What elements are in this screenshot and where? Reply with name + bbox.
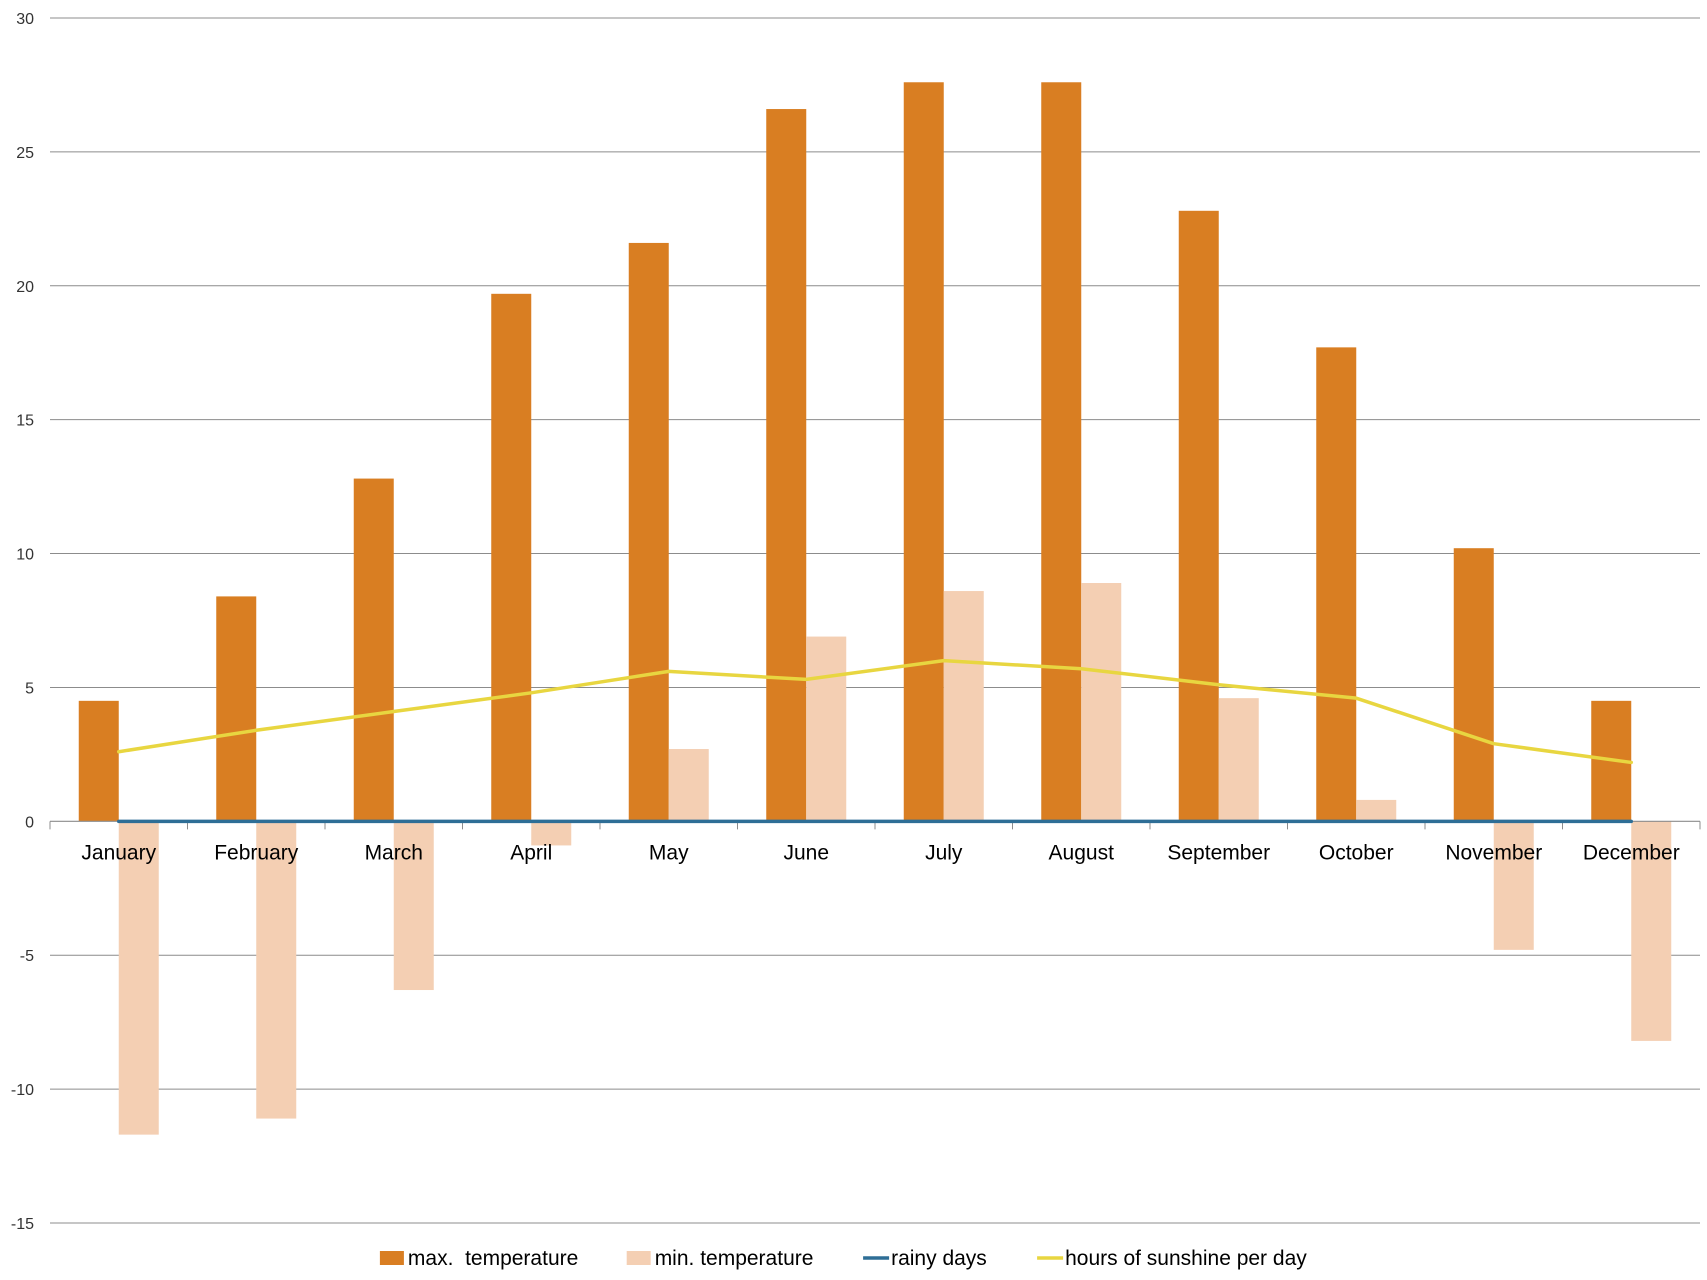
bar-min-temperature-april [531,821,572,846]
x-tick-label-january: January [81,841,156,864]
bar-max-temperature-june [766,109,807,822]
y-tick-label: -15 [11,1216,34,1233]
bar-min-temperature-september [1218,698,1259,822]
legend-label-hours-of-sunshine-per-day: hours of sunshine per day [1065,1247,1307,1270]
bar-max-temperature-august [1041,82,1082,822]
lines [117,658,1633,824]
bars [78,82,1672,1135]
x-tick-label-march: March [365,841,423,864]
legend-label-min-temperature: min. temperature [655,1247,814,1270]
y-tick-label: 20 [16,279,34,296]
bar-max-temperature-march [353,478,394,822]
bar-max-temperature-april [491,293,532,822]
bar-min-temperature-november [1493,821,1534,950]
y-tick-label: 25 [16,145,34,162]
x-tick-label-september: September [1167,841,1270,864]
x-tick-label-october: October [1319,841,1394,864]
bar-min-temperature-october [1356,799,1397,822]
x-tick-label-april: April [510,841,552,864]
legend-label-rainy-days: rainy days [891,1247,987,1270]
bar-max-temperature-november [1453,548,1494,822]
bar-min-temperature-march [393,821,434,991]
bar-max-temperature-july [903,82,944,822]
legend-swatch-max-temperature [379,1251,404,1265]
line-hours-of-sunshine-per-day [117,658,1633,765]
x-tick-label-august: August [1049,841,1115,864]
y-tick-label: 30 [16,11,34,28]
bar-min-temperature-january [118,821,159,1135]
legend-swatch-min-temperature [626,1251,651,1265]
bar-min-temperature-july [943,591,984,822]
bar-max-temperature-october [1316,347,1357,822]
bar-max-temperature-september [1178,210,1219,822]
x-tick-label-may: May [649,841,689,864]
y-axis-tick-labels: 30 25 20 15 10 5 0 -5 -10 -15 [11,11,34,1233]
bar-max-temperature-january [78,700,119,822]
bar-max-temperature-may [628,242,669,822]
y-tick-label: -10 [11,1082,34,1099]
x-tick-label-november: November [1445,841,1542,864]
bar-max-temperature-february [216,596,257,822]
legend-label-max-temperature: max. temperature [408,1247,578,1270]
gridlines [50,17,1700,1224]
x-axis-category-labels: January February March April May June July Augu… [81,841,1679,864]
x-tick-label-february: February [214,841,299,864]
y-tick-label: 10 [16,547,34,564]
y-tick-label: 5 [25,680,34,697]
y-tick-label: 15 [16,413,34,430]
legend: max. temperature min. temperature rainy da… [379,1247,1307,1270]
bar-min-temperature-august [1081,583,1122,822]
y-tick-label: -5 [20,948,34,965]
bar-min-temperature-june [806,636,847,822]
y-tick-label: 0 [25,814,34,831]
x-tick-label-december: December [1583,841,1680,864]
bar-min-temperature-may [668,749,709,822]
x-tick-label-june: June [783,841,829,864]
bar-min-temperature-february [256,821,297,1119]
bar-min-temperature-december [1631,821,1672,1041]
x-tick-label-july: July [925,841,963,864]
